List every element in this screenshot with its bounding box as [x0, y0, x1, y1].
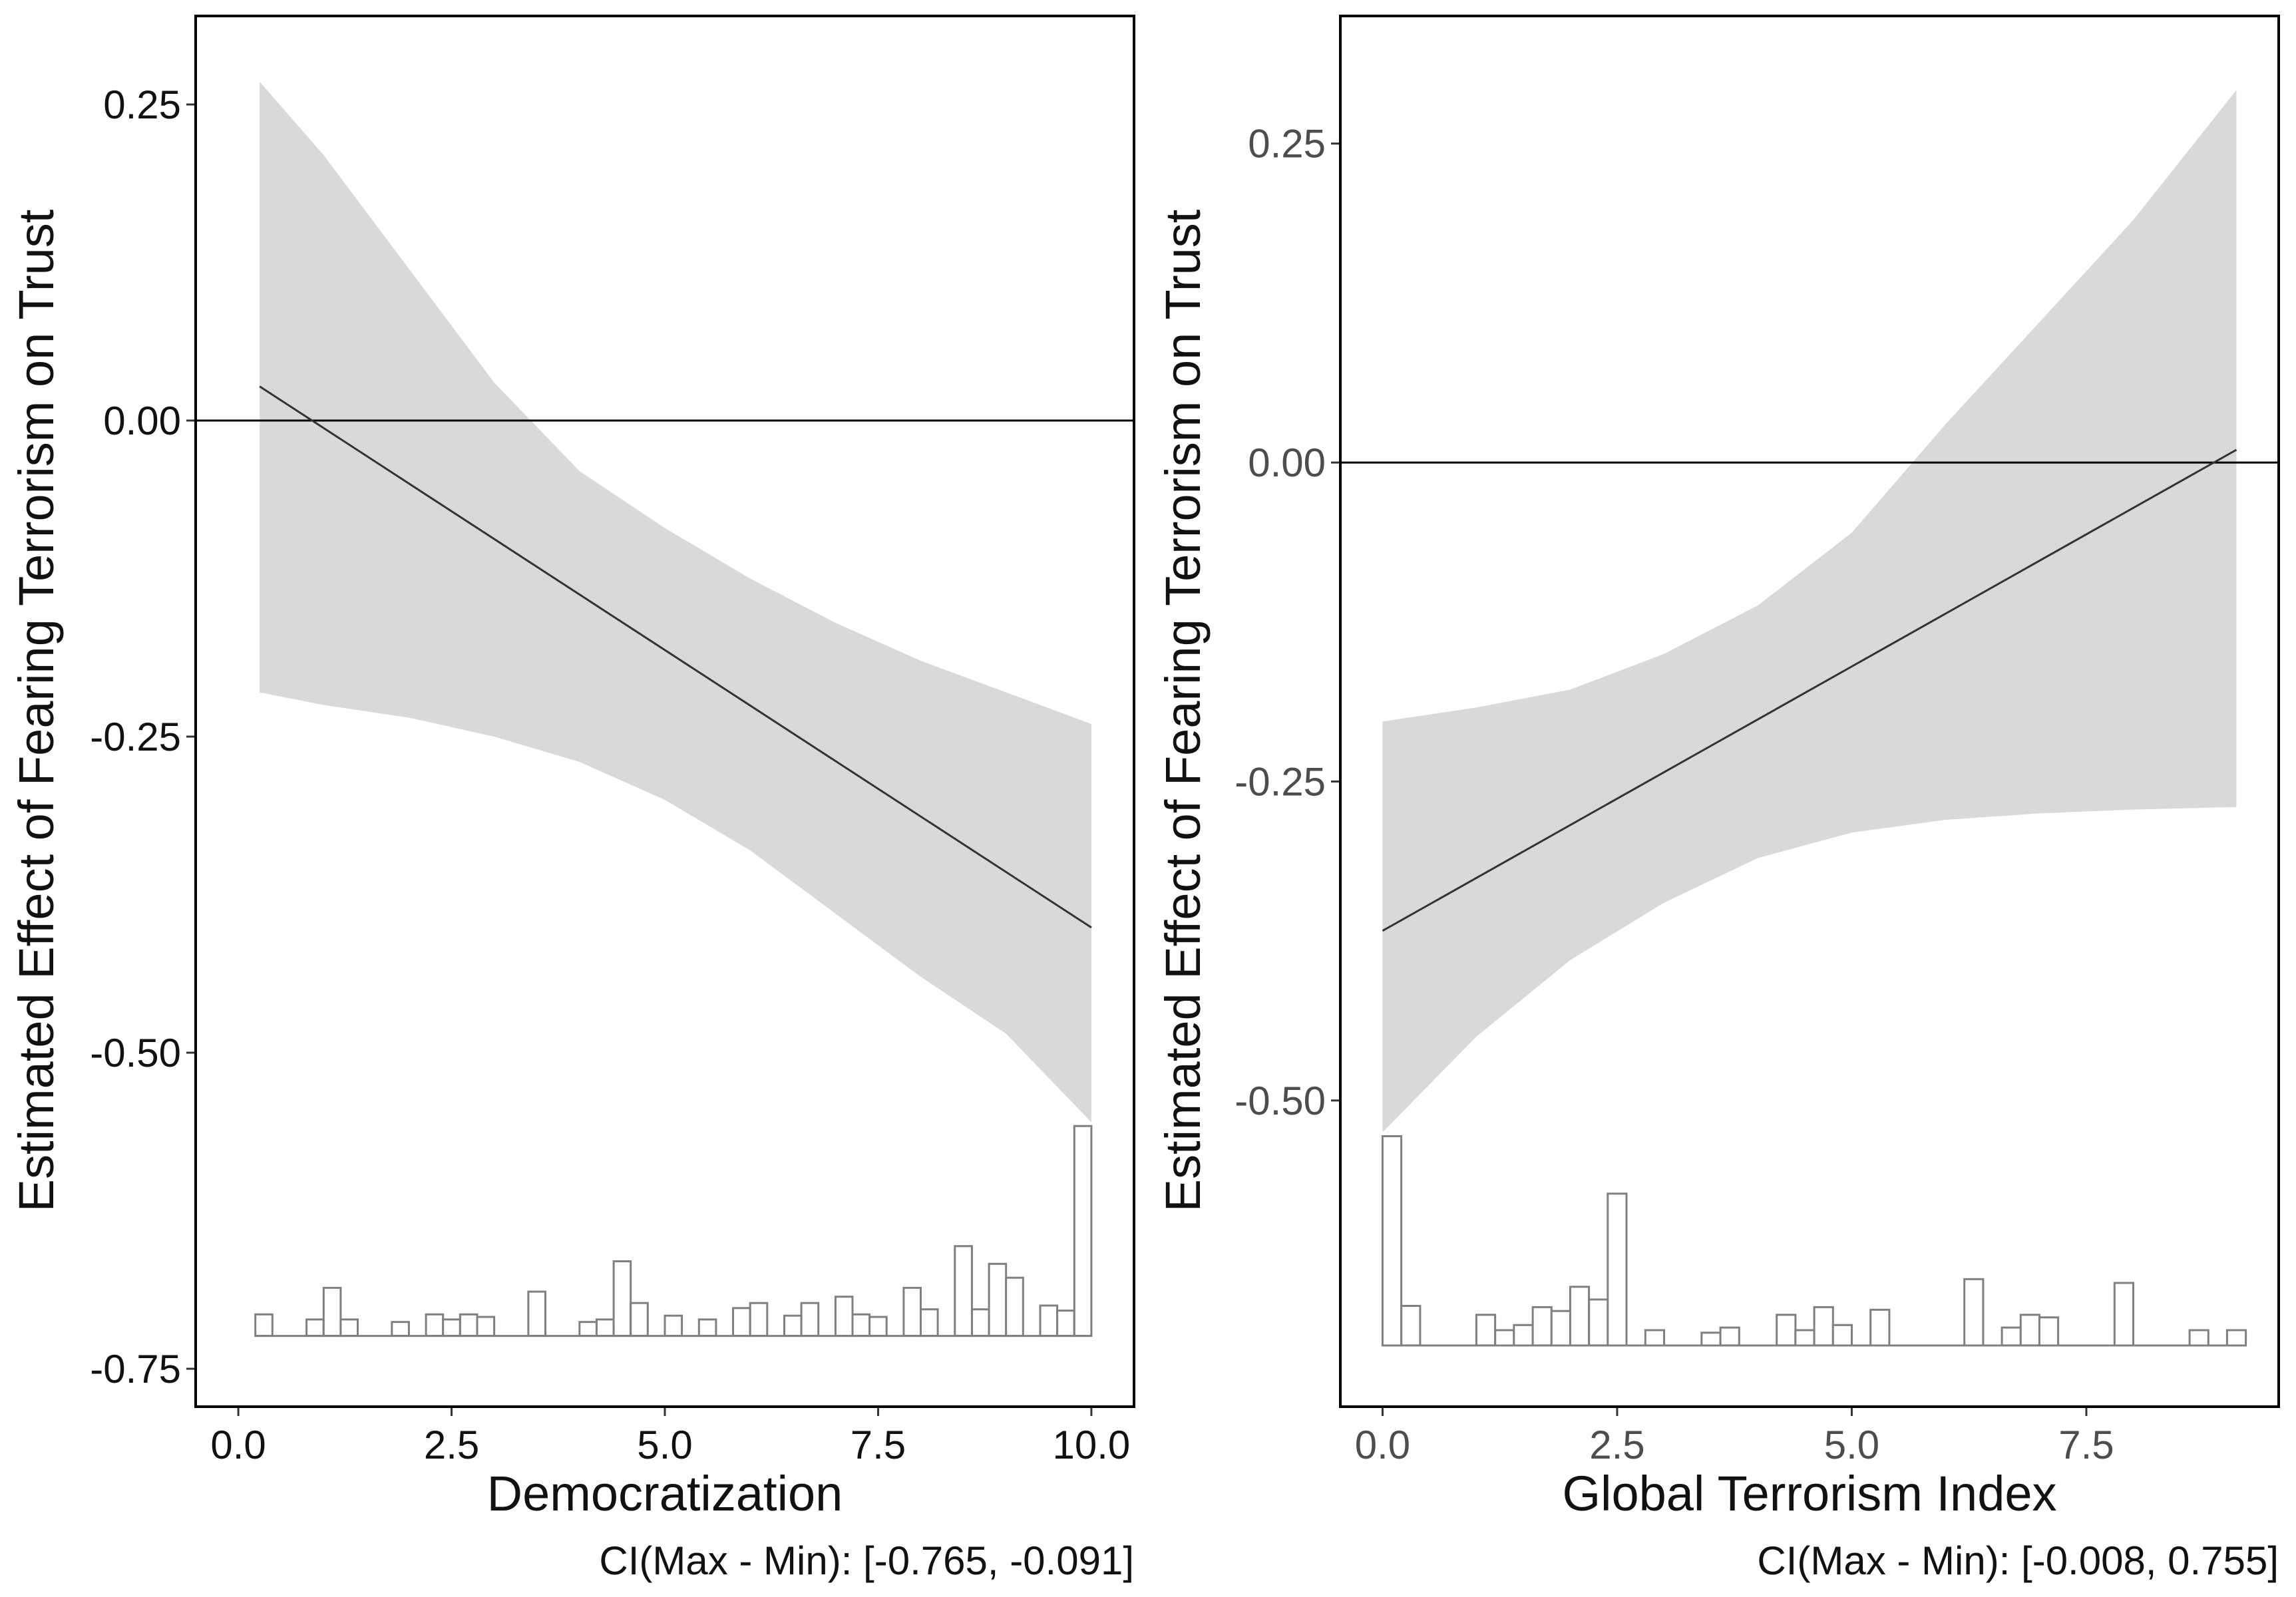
left-histogram-bar-1 [305, 1318, 325, 1337]
left-histogram-bar-12 [612, 1260, 632, 1337]
left-histogram-bar-16 [732, 1307, 751, 1337]
left-histogram-bar-6 [442, 1318, 461, 1337]
left-histogram-bar-26 [971, 1308, 990, 1337]
left-panel: 0.0 2.5 5.0 7.5 10.00.250.00-0.25-0.50-0.75 … [9, 15, 1135, 1583]
left-histogram-bar-4 [391, 1321, 410, 1337]
left-histogram-bar-3 [339, 1318, 359, 1337]
right-panel: 0.0 2.5 5.0 7.5 0.25 0.00 -0.25 -0.50 Estimated… [1155, 15, 2280, 1583]
left-histogram-bar-18 [783, 1314, 803, 1337]
right-x-tick-label-2: 5.0 [1824, 1423, 1879, 1467]
left-x-tick-label-2: 5.0 [637, 1423, 692, 1467]
right-histogram-bar-7 [1569, 1286, 1591, 1347]
right-x-tick-label-0: 0.0 [1355, 1423, 1410, 1467]
left-histogram-bar-22 [868, 1316, 888, 1337]
left-histogram-bar-19 [800, 1302, 820, 1337]
right-histogram-bar-17 [1869, 1308, 1891, 1347]
right-histogram-bar-18 [1963, 1278, 1985, 1347]
left-x-tick-label-3: 7.5 [851, 1423, 906, 1467]
right-histogram-bar-19 [2001, 1326, 2022, 1347]
right-histogram-bar-0 [1381, 1135, 1403, 1347]
right-y-axis-title: Estimated Effect of Fearing Terrorism on… [1155, 209, 1211, 1212]
left-histogram-bar-13 [630, 1302, 649, 1337]
left-ci-caption: CI(Max - Min): [-0.765, -0.091] [599, 1538, 1134, 1583]
right-histogram-bar-11 [1700, 1331, 1722, 1347]
left-histogram-bar-21 [851, 1313, 871, 1337]
left-histogram-bar-8 [476, 1316, 496, 1337]
left-histogram-bar-30 [1056, 1310, 1075, 1337]
left-histogram-bar-27 [988, 1262, 1008, 1337]
left-x-axis-title: Democratization [487, 1466, 843, 1521]
right-histogram-bar-2 [1475, 1314, 1497, 1347]
right-panel-frame [1339, 15, 2280, 1408]
right-confidence-band [1382, 90, 2237, 1133]
right-marginal-effect-line [1382, 448, 2237, 932]
left-histogram-bar-17 [749, 1302, 769, 1337]
right-histogram-bar-1 [1400, 1305, 1422, 1347]
left-histogram-bar-11 [596, 1318, 615, 1337]
left-histogram-bar-31 [1073, 1125, 1093, 1337]
right-histogram-bar-21 [2038, 1316, 2060, 1347]
right-histogram-bar-4 [1513, 1324, 1534, 1347]
left-histogram-bar-0 [254, 1313, 274, 1337]
right-histogram-bar-5 [1531, 1306, 1553, 1347]
left-histogram-bar-9 [527, 1290, 547, 1337]
left-histogram-bar-28 [1005, 1276, 1024, 1337]
left-y-tick-label-2: -0.25 [90, 715, 181, 759]
right-histogram-bar-12 [1719, 1326, 1740, 1347]
left-histogram-bar-7 [459, 1313, 478, 1337]
left-histogram-bar-29 [1039, 1304, 1059, 1337]
left-histogram-bar-14 [664, 1314, 683, 1337]
left-marginal-effect-line [259, 385, 1092, 929]
right-histogram-bar-8 [1588, 1298, 1609, 1347]
left-histogram-bar-15 [697, 1318, 717, 1337]
left-histogram-bar-25 [954, 1245, 973, 1337]
left-y-axis-title: Estimated Effect of Fearing Terrorism on… [9, 209, 64, 1212]
right-histogram-bar-22 [2113, 1282, 2135, 1347]
right-histogram-bar-23 [2188, 1329, 2209, 1347]
right-histogram-bar-15 [1813, 1306, 1834, 1347]
right-histogram-bar-9 [1607, 1192, 1628, 1347]
left-y-tick-label-0: 0.25 [103, 83, 181, 127]
right-ci-caption: CI(Max - Min): [-0.008, 0.755] [1757, 1538, 2279, 1583]
right-x-axis-title: Global Terrorism Index [1562, 1466, 2056, 1521]
left-x-tick-label-0: 0.0 [210, 1423, 266, 1467]
right-histogram-bar-20 [2019, 1314, 2041, 1347]
right-histogram-bar-6 [1550, 1310, 1572, 1347]
left-histogram-bar-20 [834, 1296, 854, 1337]
right-histogram-bar-16 [1831, 1324, 1853, 1347]
right-histogram-bar-13 [1776, 1314, 1797, 1347]
right-y-tick-label-3: -0.50 [1235, 1079, 1326, 1123]
right-histogram-bar-10 [1644, 1329, 1666, 1347]
left-histogram-bar-2 [322, 1286, 342, 1337]
right-x-tick-label-3: 7.5 [2058, 1423, 2114, 1467]
left-histogram-bar-5 [425, 1313, 445, 1337]
left-y-tick-label-1: 0.00 [103, 399, 181, 443]
right-y-tick-label-2: -0.25 [1235, 759, 1326, 804]
left-y-tick-label-4: -0.75 [90, 1347, 181, 1391]
left-histogram-bar-10 [578, 1321, 598, 1337]
left-histogram-bar-23 [902, 1286, 922, 1337]
left-y-tick-label-3: -0.50 [90, 1031, 181, 1075]
right-y-tick-label-0: 0.25 [1248, 122, 1326, 166]
left-confidence-band [260, 81, 1091, 1123]
left-histogram-bar-24 [920, 1308, 939, 1337]
right-histogram-bar-24 [2225, 1329, 2247, 1347]
right-y-tick-label-1: 0.00 [1248, 441, 1326, 485]
left-x-tick-label-4: 10.0 [1053, 1423, 1131, 1467]
right-x-tick-label-1: 2.5 [1589, 1423, 1644, 1467]
left-panel-frame [194, 15, 1135, 1408]
right-histogram-bar-14 [1794, 1329, 1816, 1347]
right-histogram-bar-3 [1494, 1329, 1515, 1347]
left-x-tick-label-1: 2.5 [424, 1423, 479, 1467]
